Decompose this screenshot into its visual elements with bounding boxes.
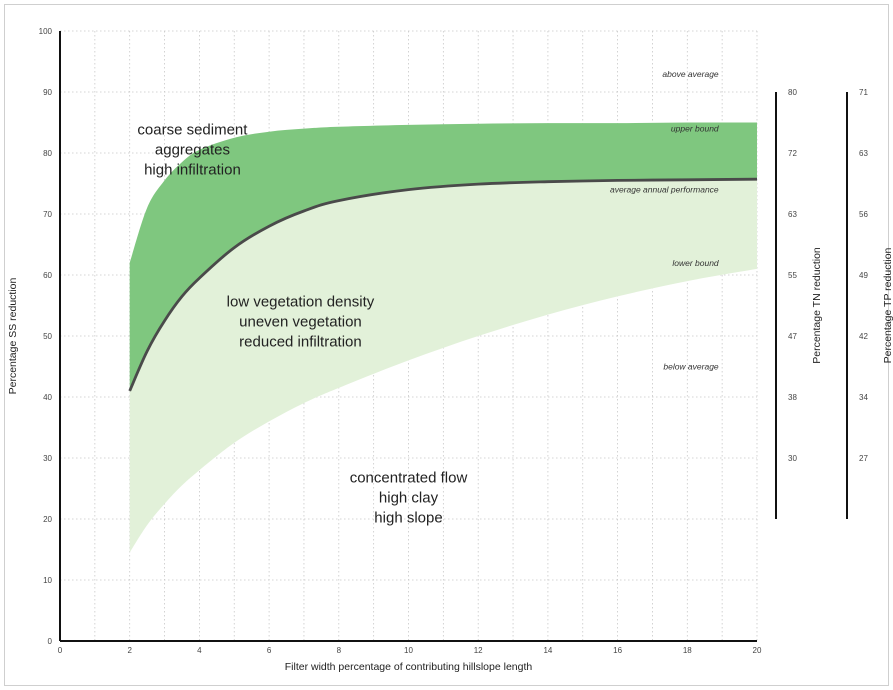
region-annotation-line: high infiltration: [144, 162, 241, 179]
y-tick-label: 60: [43, 271, 52, 280]
x-tick-label: 18: [683, 646, 692, 655]
y-tick-label: 100: [39, 27, 53, 36]
y-tick-label: 30: [43, 454, 52, 463]
secondary-tick-label: 47: [788, 332, 797, 341]
annotations: coarse sediment aggregates high infiltrati…: [137, 122, 467, 527]
region-annotation-line: low vegetation density: [227, 294, 375, 311]
y-axis-label: Percentage SS reduction: [7, 277, 19, 394]
y-tick-label: 80: [43, 149, 52, 158]
band-label: average annual performance: [610, 185, 719, 195]
secondary-tick-label: 63: [859, 149, 868, 158]
region-annotation: low vegetation density uneven vegetation r…: [227, 294, 375, 351]
axes: [59, 31, 757, 642]
region-annotation-line: high clay: [379, 489, 439, 506]
y-tick-label: 20: [43, 515, 52, 524]
region-annotation-line: reduced infiltration: [239, 334, 362, 351]
lower-band-area: [129, 179, 757, 553]
chart-frame: [4, 4, 889, 686]
y-tick-label: 50: [43, 332, 52, 341]
band-label: above average: [662, 69, 719, 79]
secondary-tick-label: 71: [859, 88, 868, 97]
y-tick-label: 90: [43, 88, 52, 97]
region-annotation-line: high slope: [374, 509, 442, 526]
x-axis-label: Filter width percentage of contributing …: [285, 661, 533, 673]
secondary-tick-label: 38: [788, 393, 797, 402]
band-label: lower bound: [672, 258, 719, 268]
region-annotation-line: concentrated flow: [350, 469, 468, 486]
average-performance-line: [128, 177, 758, 392]
y-tick-label: 70: [43, 210, 52, 219]
x-tick-label: 2: [127, 646, 132, 655]
region-annotation: concentrated flow high clay high slope: [350, 469, 468, 526]
secondary-axis-label: Percentage TN reduction: [811, 247, 823, 364]
x-tick-label: 4: [197, 646, 202, 655]
y-tick-label: 10: [43, 576, 52, 585]
y-tick-labels: 0 10 20 30 40 50 60 70 80 90 100: [39, 27, 53, 646]
secondary-axes: 80 72 63 55 47 38 30 Percentage TN reduction 71 6…: [775, 88, 893, 519]
upper-band-area: [129, 122, 757, 391]
x-tick-label: 8: [337, 646, 342, 655]
secondary-tick-label: 30: [788, 454, 797, 463]
bands: [128, 122, 758, 553]
region-annotation-line: aggregates: [155, 142, 230, 159]
region-annotation: coarse sediment aggregates high infiltrati…: [137, 122, 248, 179]
secondary-tick-label: 63: [788, 210, 797, 219]
x-tick-label: 12: [474, 646, 483, 655]
secondary-tick-label: 27: [859, 454, 868, 463]
x-tick-labels: 0 2 4 6 8 10 12 14 16 18 20: [58, 646, 762, 655]
x-tick-label: 20: [753, 646, 762, 655]
band-label: upper bound: [671, 124, 719, 134]
grid: [60, 30, 758, 641]
band-label: below average: [663, 362, 719, 372]
secondary-tick-label: 80: [788, 88, 797, 97]
x-tick-label: 16: [613, 646, 622, 655]
x-tick-label: 14: [543, 646, 552, 655]
secondary-tick-label: 49: [859, 271, 868, 280]
region-annotation-line: coarse sediment: [137, 122, 248, 139]
secondary-tick-label: 56: [859, 210, 868, 219]
band-labels: above average upper bound average annual p…: [610, 69, 719, 372]
secondary-tick-label: 42: [859, 332, 868, 341]
secondary-axis-label: Percentage TP reduction: [882, 247, 893, 363]
secondary-tick-label: 34: [859, 393, 868, 402]
x-tick-label: 6: [267, 646, 272, 655]
region-annotation-line: uneven vegetation: [239, 314, 362, 331]
secondary-tick-label: 72: [788, 149, 797, 158]
secondary-tick-label: 55: [788, 271, 797, 280]
y-tick-label: 40: [43, 393, 52, 402]
x-tick-label: 0: [58, 646, 63, 655]
y-tick-label: 0: [48, 637, 53, 646]
x-tick-label: 10: [404, 646, 413, 655]
